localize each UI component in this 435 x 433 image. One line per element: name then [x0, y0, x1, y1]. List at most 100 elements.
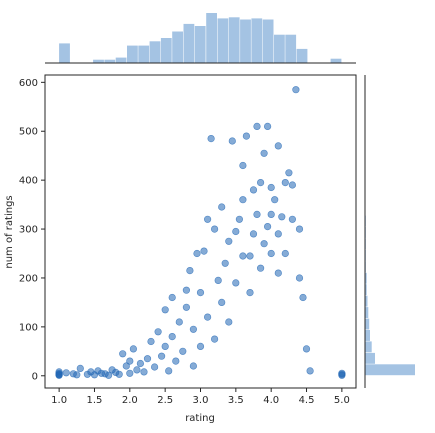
scatter-point: [154, 328, 162, 336]
x-hist-bar: [228, 17, 240, 63]
y-tick-label: 400: [19, 176, 38, 187]
scatter-point: [161, 306, 169, 314]
x-axis-ticks: 1.0 1.5 2.0 2.5 3.0 3.5 4.0 4.5 5.0: [51, 388, 350, 406]
x-hist-bar: [160, 38, 172, 63]
y-tick-label: 300: [19, 225, 38, 236]
y-hist-bar: [365, 330, 370, 341]
scatter-point: [218, 203, 226, 211]
scatter-point: [55, 368, 63, 376]
scatter-point: [246, 252, 254, 260]
scatter-point: [235, 215, 243, 223]
scatter-point: [267, 210, 275, 218]
x-hist-bar: [183, 23, 195, 63]
y-tick-label: 100: [19, 322, 38, 333]
scatter-point: [267, 249, 275, 258]
scatter-point: [242, 132, 250, 140]
scatter-point: [119, 350, 127, 358]
x-tick-label: 3.5: [228, 395, 244, 406]
scatter-points: [55, 86, 346, 379]
scatter-point: [204, 313, 212, 321]
scatter-point: [211, 225, 219, 233]
scatter-point: [147, 337, 155, 346]
scatter-point: [126, 369, 134, 377]
scatter-point: [232, 279, 240, 287]
scatter-point: [264, 223, 272, 231]
scatter-point: [302, 345, 311, 353]
x-hist-bar: [274, 34, 285, 63]
scatter-point: [295, 225, 304, 233]
y-tick-label: 500: [19, 127, 38, 138]
scatter-point: [158, 352, 166, 360]
scatter-point: [186, 267, 194, 275]
x-hist-bar: [115, 57, 127, 63]
y-hist-bar: [365, 272, 367, 284]
scatter-point: [126, 357, 134, 365]
scatter-point: [218, 298, 226, 307]
scatter-point: [168, 293, 176, 302]
scatter-point: [288, 215, 297, 223]
y-marginal-histogram: [365, 215, 415, 376]
scatter-point: [239, 161, 247, 170]
scatter-point: [172, 357, 180, 365]
x-tick-label: 1.5: [87, 395, 103, 406]
scatter-point: [165, 367, 173, 375]
scatter-point: [253, 122, 261, 130]
scatter-point: [225, 318, 233, 326]
scatter-point: [140, 368, 148, 376]
scatter-point: [249, 186, 258, 194]
y-hist-bar: [365, 341, 372, 353]
y-hist-bar: [365, 352, 375, 364]
scatter-point: [253, 210, 261, 218]
scatter-point: [161, 342, 169, 351]
scatter-point: [338, 369, 346, 377]
x-hist-bar: [138, 45, 150, 63]
scatter-point: [151, 363, 159, 371]
scatter-point: [232, 227, 240, 236]
x-hist-bar: [206, 13, 217, 63]
x-hist-bar: [93, 59, 104, 63]
y-hist-bar: [365, 318, 370, 330]
x-tick-label: 4.0: [263, 395, 279, 406]
x-marginal-histogram: [59, 13, 342, 63]
scatter-point: [228, 137, 236, 145]
x-tick-label: 1.0: [51, 395, 67, 406]
scatter-point: [225, 237, 233, 245]
scatter-point: [257, 179, 265, 187]
scatter-point: [211, 335, 219, 343]
y-hist-bar: [365, 364, 415, 376]
x-axis-label: rating: [185, 413, 215, 424]
scatter-point: [264, 122, 272, 130]
x-hist-bar: [285, 34, 297, 63]
x-hist-bar: [240, 19, 251, 63]
scatter-point: [281, 249, 289, 258]
scatter-point: [271, 196, 279, 204]
scatter-point: [214, 276, 222, 285]
y-hist-bar: [365, 307, 369, 318]
x-tick-label: 3.0: [193, 395, 209, 406]
scatter-point: [196, 289, 205, 297]
scatter-point: [267, 183, 275, 192]
y-tick-label: 200: [19, 273, 38, 284]
scatter-point: [221, 259, 229, 267]
scatter-point: [182, 286, 190, 294]
x-hist-bar: [149, 41, 161, 63]
scatter-point: [200, 247, 208, 255]
scatter-point: [182, 303, 190, 311]
scatter-point: [299, 293, 307, 302]
x-hist-bar: [296, 48, 308, 63]
scatter-point: [168, 333, 176, 341]
y-hist-bar: [365, 295, 368, 307]
x-hist-bar: [262, 19, 274, 63]
plot-frame: [44, 74, 357, 389]
scatter-point: [260, 240, 268, 248]
scatter-point: [193, 249, 201, 258]
scatter-point: [306, 367, 314, 375]
scatter-point: [122, 362, 130, 370]
x-hist-bar: [330, 58, 342, 63]
scatter-point: [76, 364, 84, 373]
scatter-point: [288, 181, 297, 189]
x-hist-bar: [127, 45, 138, 63]
scatter-point: [246, 289, 254, 297]
scatter-point: [285, 169, 293, 177]
